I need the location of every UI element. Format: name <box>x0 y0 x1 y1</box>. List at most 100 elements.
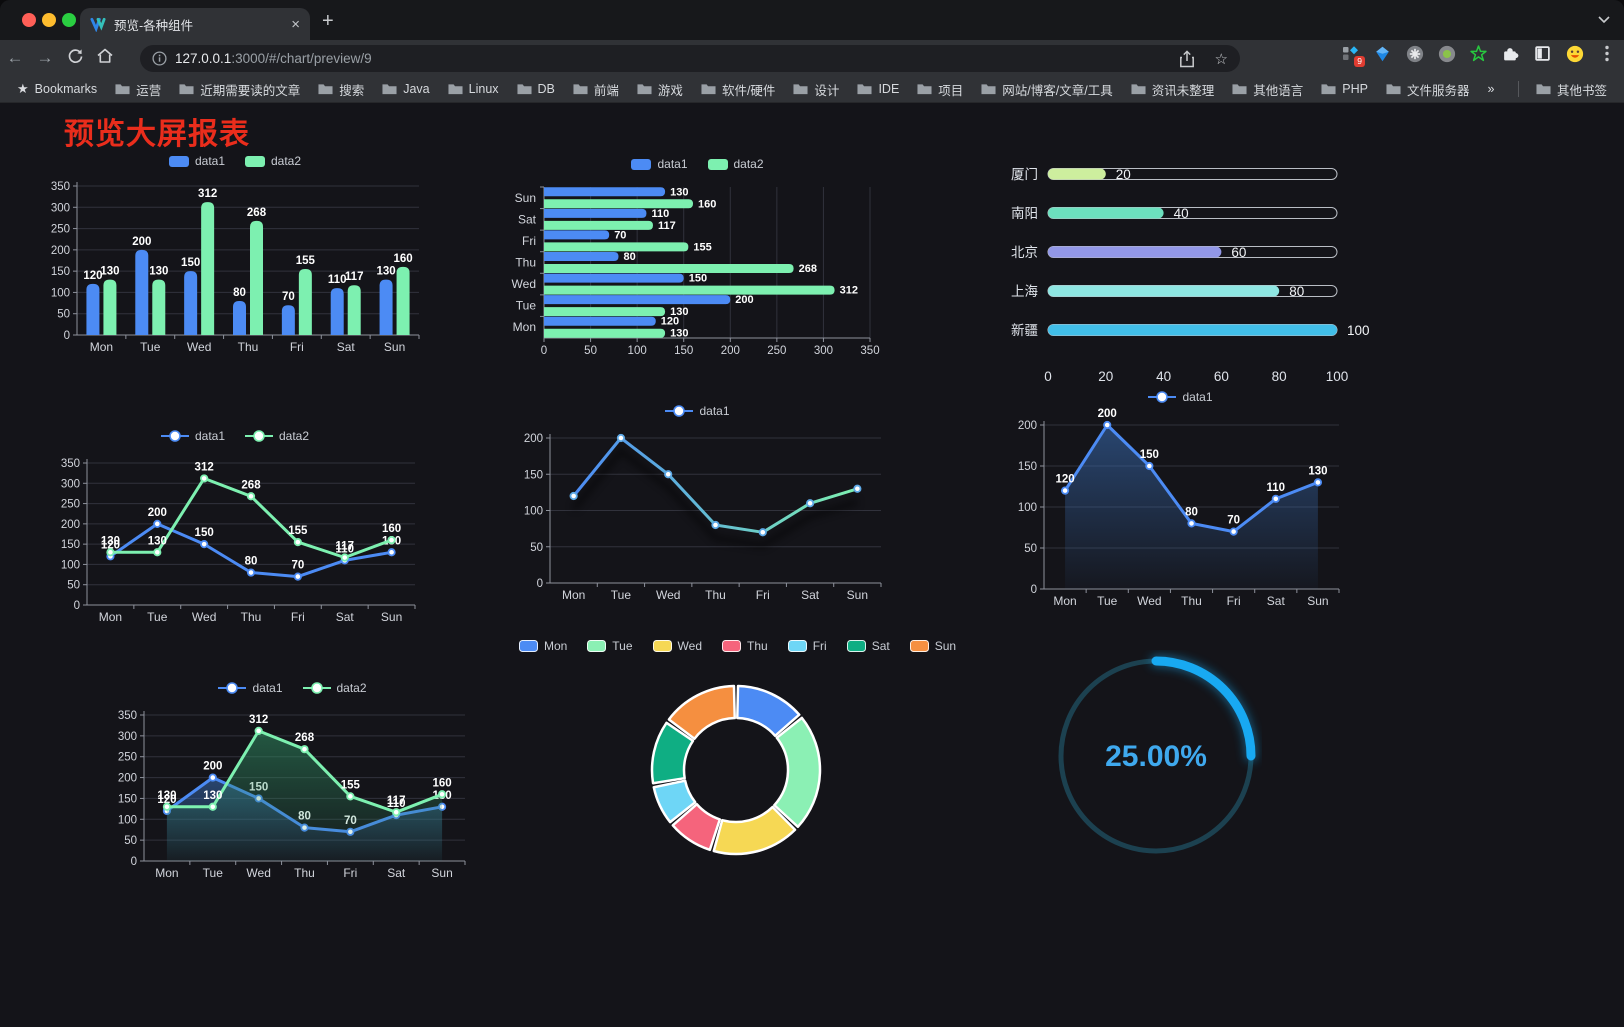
window-minimize-button[interactable] <box>42 13 56 27</box>
bookmark-folder[interactable]: 游戏 <box>630 78 690 101</box>
bookmark-folder[interactable]: 软件/硬件 <box>694 78 782 101</box>
legend-data1[interactable]: data1 <box>665 404 730 418</box>
bookmark-folder[interactable]: 网站/博客/文章/工具 <box>974 78 1119 101</box>
legend-data1[interactable]: data1 <box>1148 390 1213 404</box>
extension-star-icon[interactable] <box>1469 44 1488 63</box>
tab-strip: 预览-各种组件 × + <box>0 0 1624 40</box>
home-button[interactable] <box>90 47 120 69</box>
bookmarks-overflow-button[interactable]: » <box>1487 82 1495 96</box>
chart-panel-capsule-bar: 厦门 20 南阳 40 北京 60 上海 80 新疆 100 0 20 40 60 80 100 <box>992 158 1377 393</box>
svg-text:200: 200 <box>1098 408 1117 420</box>
legend-Sun[interactable]: Sun <box>909 639 956 653</box>
svg-text:Tue: Tue <box>203 866 224 880</box>
legend-data2[interactable]: data2 <box>707 157 764 171</box>
svg-text:80: 80 <box>1185 506 1198 518</box>
chart-panel-single-area: data1 0 50 100 150 200 Mon Tue Wed Thu Fri Sat Sun 12… <box>988 386 1373 611</box>
folder-icon <box>701 84 716 95</box>
bookmark-star-icon[interactable]: ☆ <box>1214 50 1228 68</box>
extension-puzzle-icon[interactable] <box>1501 44 1520 63</box>
legend-data2[interactable]: data2 <box>302 681 367 695</box>
svg-text:200: 200 <box>132 236 151 248</box>
legend-Fri[interactable]: Fri <box>787 639 827 653</box>
chart-legend: data1 data2 <box>100 677 485 699</box>
legend-Thu[interactable]: Thu <box>722 639 768 653</box>
new-tab-button[interactable]: + <box>322 10 334 32</box>
svg-text:50: 50 <box>1024 543 1037 555</box>
reload-button[interactable] <box>60 47 90 69</box>
chart-panel-grouped-bar: data1 data2 0 50 100 150 200 250 300 350 Mon Tue Wed… <box>45 150 425 365</box>
legend-data2[interactable]: data2 <box>245 429 309 443</box>
extension-emoji-icon[interactable] <box>1565 44 1584 63</box>
legend-swatch <box>846 640 866 652</box>
svg-text:Thu: Thu <box>238 340 259 354</box>
more-menu-icon[interactable] <box>1597 44 1616 63</box>
bookmark-folder[interactable]: DB <box>510 78 562 101</box>
svg-text:Sat: Sat <box>518 212 537 226</box>
extension-grid-icon[interactable]: 9 <box>1341 44 1365 67</box>
extension-panel-icon[interactable] <box>1533 44 1552 63</box>
bookmark-folder[interactable]: 搜索 <box>311 78 371 101</box>
chart-panel-grouped-hbar: data1 data2 0 50 100 150 200 250 300 350 Sun 130 160… <box>500 153 895 368</box>
window-maximize-button[interactable] <box>62 13 76 27</box>
chevron-down-icon[interactable] <box>1598 16 1610 24</box>
legend-Mon[interactable]: Mon <box>518 639 567 653</box>
svg-text:0: 0 <box>1044 369 1052 384</box>
bookmark-folder[interactable]: 项目 <box>910 78 970 101</box>
legend-line-icon <box>302 682 331 694</box>
legend-Wed[interactable]: Wed <box>652 639 702 653</box>
svg-text:150: 150 <box>1018 461 1037 473</box>
address-bar[interactable]: 127.0.0.1:3000/#/chart/preview/9 ☆ <box>140 45 1240 72</box>
svg-text:150: 150 <box>689 273 707 285</box>
bookmark-folder[interactable]: Java <box>375 78 436 101</box>
svg-text:350: 350 <box>860 345 879 357</box>
other-bookmarks-folder[interactable]: 其他书签 <box>1529 78 1614 101</box>
share-icon[interactable] <box>1179 49 1195 68</box>
gradient-line-chart: 0 50 100 150 200 Mon Tue Wed Thu Fri Sat Sun <box>524 433 882 602</box>
home-icon <box>97 48 113 63</box>
window-close-button[interactable] <box>22 13 36 27</box>
svg-text:40: 40 <box>1174 206 1189 221</box>
legend-data1[interactable]: data1 <box>631 157 688 171</box>
forward-button[interactable]: → <box>36 48 54 67</box>
tab-close-icon[interactable]: × <box>291 15 300 33</box>
svg-text:Wed: Wed <box>656 588 680 602</box>
svg-text:Mon: Mon <box>155 866 178 880</box>
svg-text:155: 155 <box>296 255 316 267</box>
extension-command-icon[interactable] <box>1405 44 1424 63</box>
back-button[interactable]: ← <box>6 48 24 67</box>
legend-data2[interactable]: data2 <box>245 154 301 168</box>
bookmark-folder[interactable]: 运营 <box>108 78 168 101</box>
bookmark-folder[interactable]: 近期需要读的文章 <box>172 78 307 101</box>
legend-data1[interactable]: data1 <box>160 429 225 443</box>
svg-text:50: 50 <box>530 542 543 554</box>
svg-text:100: 100 <box>61 559 80 571</box>
bookmark-folder[interactable]: 文件服务器 <box>1379 78 1477 101</box>
bookmark-folder[interactable]: IDE <box>850 78 906 101</box>
svg-text:80: 80 <box>1272 369 1287 384</box>
bookmark-folder[interactable]: 设计 <box>786 78 846 101</box>
svg-text:厦门: 厦门 <box>1011 167 1038 182</box>
extension-badge: 9 <box>1354 56 1365 67</box>
browser-tab[interactable]: 预览-各种组件 × <box>80 8 310 40</box>
extension-record-icon[interactable] <box>1437 44 1456 63</box>
legend-Sat[interactable]: Sat <box>846 639 890 653</box>
svg-text:117: 117 <box>345 271 364 283</box>
svg-text:110: 110 <box>1267 482 1286 494</box>
bookmark-folder[interactable]: Linux <box>441 78 506 101</box>
chart-legend: data1 <box>988 386 1373 408</box>
info-icon[interactable] <box>152 51 167 66</box>
bookmark-folder[interactable]: 前端 <box>566 78 626 101</box>
bookmark-folder[interactable]: PHP <box>1314 78 1375 101</box>
url-text: 127.0.0.1:3000/#/chart/preview/9 <box>175 51 372 66</box>
bookmark-folder[interactable]: 其他语言 <box>1225 78 1310 101</box>
svg-text:Sun: Sun <box>515 191 536 205</box>
folder-icon <box>637 84 652 95</box>
legend-data1[interactable]: data1 <box>218 681 283 695</box>
legend-Tue[interactable]: Tue <box>587 639 633 653</box>
legend-data1[interactable]: data1 <box>168 154 225 168</box>
extension-kite-icon[interactable] <box>1373 44 1392 63</box>
svg-text:120: 120 <box>1055 474 1074 486</box>
bookmark-folder[interactable]: 资讯未整理 <box>1124 78 1222 101</box>
page-title: 预览大屏报表 <box>64 118 250 151</box>
bookmarks-manager[interactable]: ★ Bookmarks <box>17 81 98 96</box>
